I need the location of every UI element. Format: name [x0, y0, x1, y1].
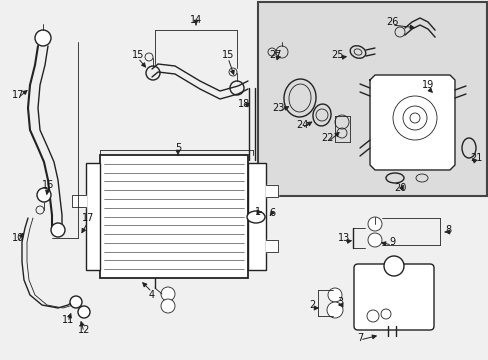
Polygon shape	[72, 195, 86, 207]
Polygon shape	[369, 75, 454, 170]
Circle shape	[383, 256, 403, 276]
Text: 16: 16	[42, 180, 54, 190]
Circle shape	[161, 299, 175, 313]
Text: 27: 27	[269, 50, 282, 60]
Circle shape	[35, 30, 51, 46]
Text: 26: 26	[385, 17, 397, 27]
Text: 15: 15	[222, 50, 234, 60]
Text: 24: 24	[295, 120, 307, 130]
Circle shape	[327, 288, 341, 302]
Circle shape	[37, 188, 51, 202]
Text: 17: 17	[12, 90, 24, 100]
Bar	[86, 163, 100, 270]
Text: 4: 4	[149, 290, 155, 300]
Text: 5: 5	[175, 143, 181, 153]
Circle shape	[161, 287, 175, 301]
Text: 9: 9	[388, 237, 394, 247]
Circle shape	[380, 309, 390, 319]
Bar	[100, 155, 247, 278]
Polygon shape	[265, 185, 278, 197]
FancyBboxPatch shape	[353, 264, 433, 330]
Circle shape	[70, 296, 82, 308]
Text: 20: 20	[393, 183, 406, 193]
Bar	[258, 2, 486, 196]
Text: 22: 22	[321, 133, 334, 143]
Text: 18: 18	[237, 99, 250, 109]
Circle shape	[78, 306, 90, 318]
Text: 10: 10	[12, 233, 24, 243]
Text: 25: 25	[331, 50, 344, 60]
Circle shape	[326, 302, 342, 318]
Text: 8: 8	[444, 225, 450, 235]
Text: 11: 11	[62, 315, 74, 325]
Text: 17: 17	[81, 213, 94, 223]
Text: 13: 13	[337, 233, 349, 243]
Text: 15: 15	[132, 50, 144, 60]
Polygon shape	[265, 240, 278, 252]
Text: 3: 3	[336, 297, 343, 307]
Text: 1: 1	[254, 207, 261, 217]
Text: 2: 2	[308, 300, 314, 310]
Text: 21: 21	[469, 153, 481, 163]
Text: 12: 12	[78, 325, 90, 335]
Circle shape	[51, 223, 65, 237]
Bar	[247, 163, 265, 270]
Text: 14: 14	[189, 15, 202, 25]
Text: 7: 7	[356, 333, 363, 343]
Circle shape	[366, 310, 378, 322]
Text: 19: 19	[421, 80, 433, 90]
Ellipse shape	[246, 211, 264, 223]
Circle shape	[367, 233, 381, 247]
Text: 6: 6	[268, 208, 274, 218]
Text: 23: 23	[271, 103, 284, 113]
Circle shape	[367, 217, 381, 231]
Circle shape	[409, 113, 419, 123]
